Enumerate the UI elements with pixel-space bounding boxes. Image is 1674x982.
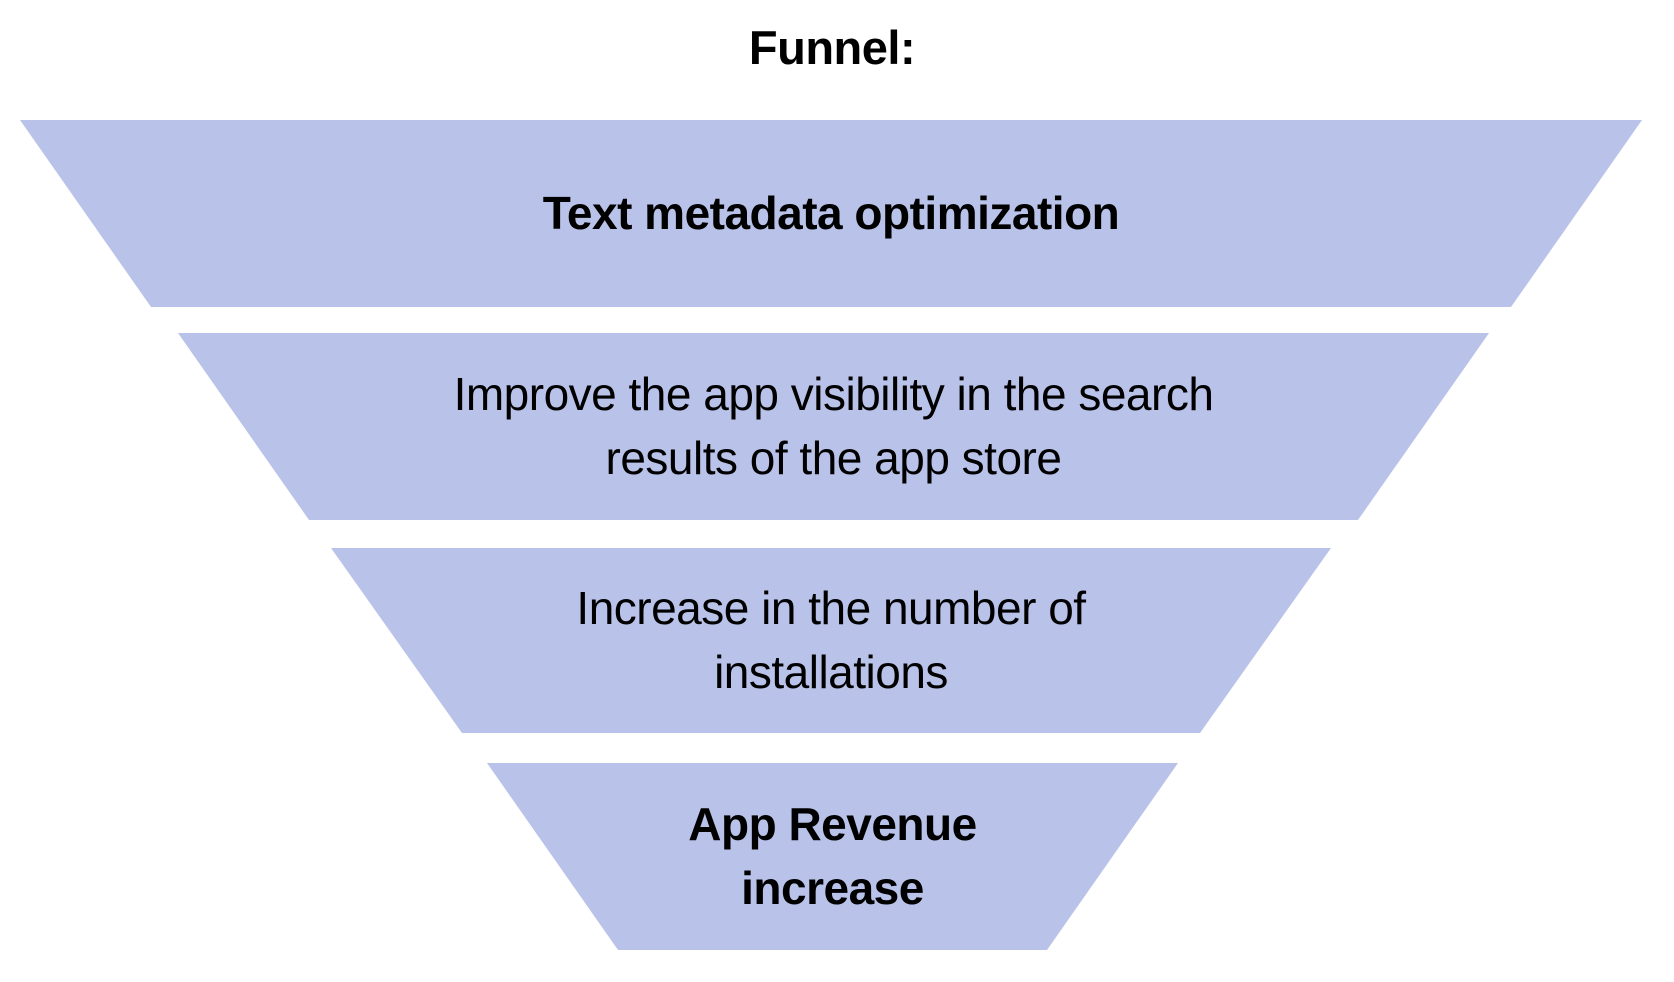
- funnel-level-label: Increase in the number of installations: [576, 582, 1086, 698]
- funnel-level-label: App Revenue increase: [688, 798, 977, 914]
- funnel-level-label: Text metadata optimization: [542, 186, 1120, 239]
- funnel-level-app-visibility: Improve the app visibility in the search…: [178, 333, 1489, 520]
- funnel-level-label: Improve the app visibility in the search…: [453, 368, 1214, 484]
- funnel-level-app-revenue-increase: App Revenue increase: [487, 763, 1178, 950]
- funnel-level-installations-increase: Increase in the number of installations: [331, 548, 1331, 733]
- funnel-level-text-metadata-optimization: Text metadata optimization: [20, 120, 1642, 307]
- diagram-title: Funnel:: [748, 21, 916, 74]
